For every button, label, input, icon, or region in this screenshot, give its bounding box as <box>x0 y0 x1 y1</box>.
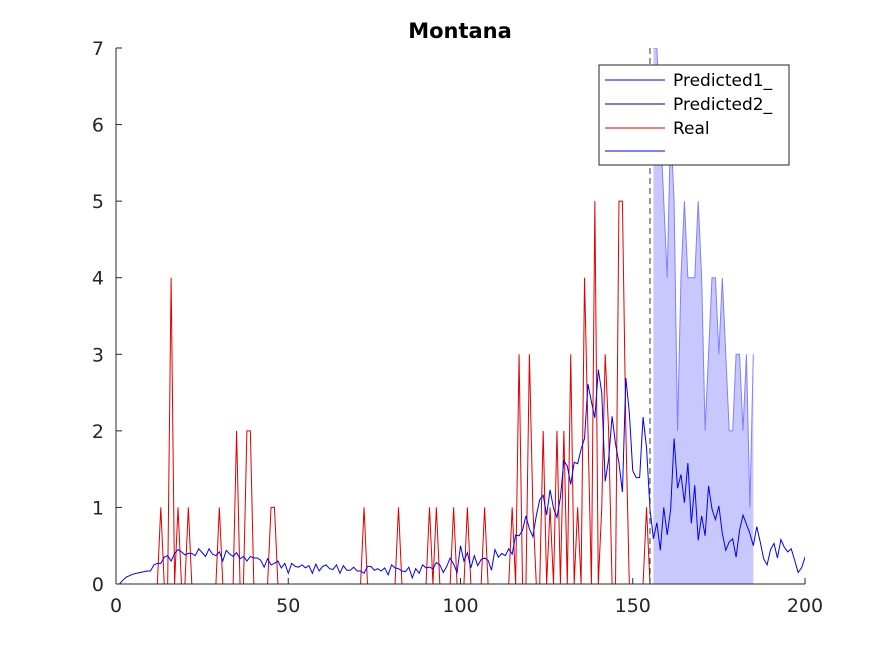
x-tick-label: 0 <box>110 595 122 617</box>
legend-label-predicted2: Predicted2_ <box>673 95 773 115</box>
y-tick-label: 5 <box>92 191 104 213</box>
y-tick-label: 2 <box>92 421 104 443</box>
x-tick-label: 150 <box>615 595 651 617</box>
legend-label-real: Real <box>673 119 710 139</box>
x-tick-label: 200 <box>787 595 823 617</box>
x-ticks: 0 50 100 150 200 <box>110 578 823 617</box>
series-line-real <box>119 200 654 584</box>
y-ticks: 0 1 2 3 4 5 6 7 <box>92 38 122 596</box>
y-tick-label: 1 <box>92 497 104 519</box>
band-area <box>653 48 754 584</box>
legend: Predicted1_ Predicted2_ Real <box>598 64 790 166</box>
legend-box <box>598 64 790 166</box>
y-tick-label: 3 <box>92 344 104 366</box>
chart-title: Montana <box>408 19 512 43</box>
y-tick-label: 0 <box>92 574 104 596</box>
legend-label-predicted1: Predicted1_ <box>673 71 773 91</box>
y-tick-label: 6 <box>92 115 104 137</box>
series-line-predicted1 <box>119 369 805 584</box>
y-tick-label: 7 <box>92 38 104 60</box>
x-tick-label: 50 <box>276 595 300 617</box>
axes: 0 50 100 150 200 0 1 2 3 4 5 6 7 <box>92 38 823 617</box>
x-tick-label: 100 <box>442 595 478 617</box>
y-tick-label: 4 <box>92 268 104 290</box>
series-lines <box>119 200 805 584</box>
